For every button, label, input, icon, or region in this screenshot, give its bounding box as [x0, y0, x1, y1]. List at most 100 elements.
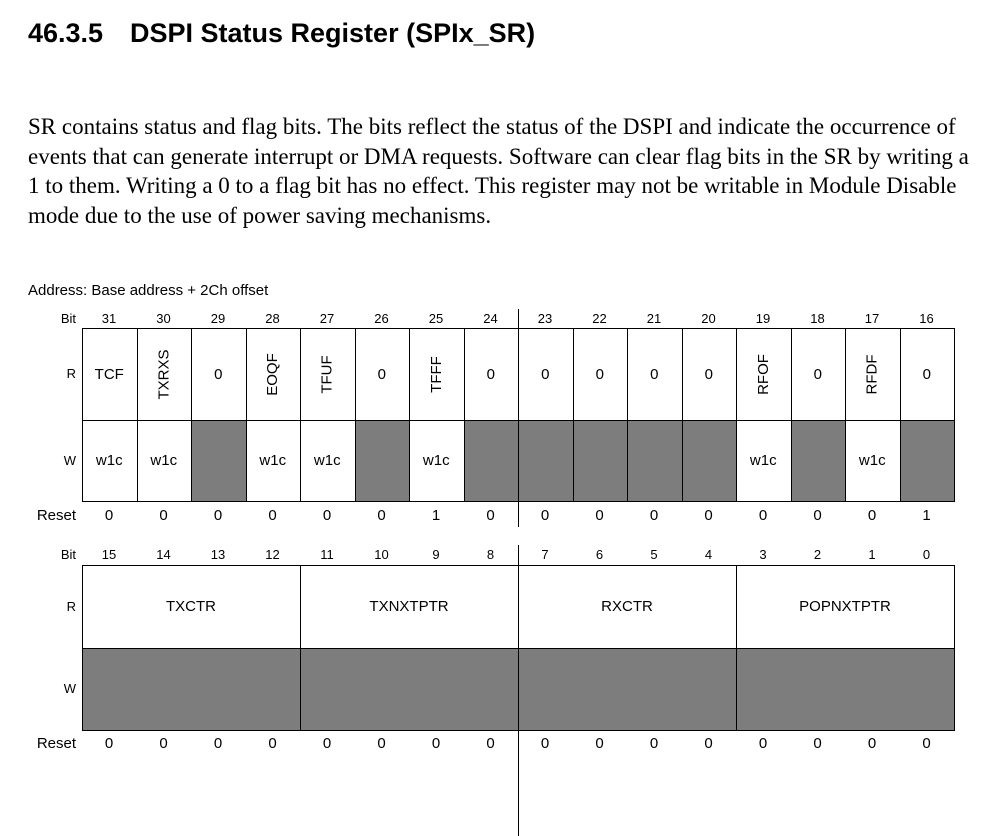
- read-field-label: EOQF: [264, 352, 282, 396]
- read-field-label: RFDF: [863, 354, 881, 394]
- register-column-divider: [82, 565, 83, 731]
- reset-value: 0: [540, 507, 550, 524]
- write-reserved-cell: [354, 420, 409, 501]
- bit-number: 0: [922, 547, 931, 562]
- read-field-cell: RFDF: [845, 328, 900, 420]
- read-field-cell: 0: [627, 328, 682, 420]
- bit-number: 2: [813, 547, 822, 562]
- reset-value: 0: [649, 735, 659, 752]
- read-field-cell: 0: [790, 328, 845, 420]
- bit-number: 15: [101, 547, 117, 562]
- description-paragraph: SR contains status and flag bits. The bi…: [28, 114, 969, 228]
- halfword-divider: [518, 545, 519, 565]
- register-column-divider: [681, 328, 683, 502]
- write-access-label: w1c: [150, 452, 178, 469]
- read-field-label: TCF: [94, 365, 124, 383]
- bit-number: 21: [646, 311, 662, 326]
- reset-value: 0: [322, 507, 332, 524]
- read-field-label: TFFF: [427, 355, 445, 393]
- halfword-divider: [518, 730, 519, 836]
- write-reserved-cell: [899, 420, 954, 501]
- reset-value: 0: [867, 507, 877, 524]
- write-access-label: w1c: [95, 452, 123, 469]
- read-field-cell: POPNXTPTR: [736, 565, 954, 648]
- write-reserved-cell: [82, 648, 300, 730]
- bit-number: 6: [595, 547, 604, 562]
- bit-number: 16: [919, 311, 934, 326]
- reset-value: 0: [758, 507, 768, 524]
- reset-value: 0: [268, 507, 277, 524]
- reset-value: 0: [867, 735, 877, 752]
- read-field-label: 0: [595, 365, 604, 383]
- reset-value: 0: [159, 735, 168, 752]
- bit-number: 4: [704, 547, 713, 562]
- section-heading: 46.3.5 DSPI Status Register (SPIx_SR): [28, 18, 535, 49]
- reset-value: 0: [540, 735, 550, 752]
- bit-number: 24: [483, 311, 498, 326]
- bit-number: 11: [320, 547, 334, 562]
- reset-value: 0: [486, 735, 495, 752]
- reset-value: 0: [704, 735, 713, 752]
- bit-number: 8: [486, 547, 495, 562]
- read-field-cell: 0: [572, 328, 627, 420]
- reset-value: 0: [813, 507, 822, 524]
- write-reserved-cell: [681, 420, 736, 501]
- register-column-divider: [409, 328, 410, 502]
- write-reserved-cell: [463, 420, 518, 501]
- reset-value: 1: [922, 507, 931, 524]
- read-field-label: 0: [704, 365, 713, 383]
- read-field-cell: TFUF: [300, 328, 355, 420]
- bit-row-label: Bit: [60, 547, 76, 562]
- register-column-divider: [627, 328, 628, 502]
- bit-row-label: Bit: [60, 311, 76, 326]
- bit-number: 28: [265, 311, 280, 326]
- read-field-cell: 0: [899, 328, 954, 420]
- read-field-label: 0: [813, 365, 822, 383]
- bit-number: 9: [432, 547, 440, 562]
- reset-value: 0: [104, 507, 114, 524]
- read-field-cell: TFFF: [409, 328, 464, 420]
- write-reserved-cell: [518, 420, 573, 501]
- bit-number: 30: [156, 311, 171, 326]
- register-column-divider: [82, 328, 83, 502]
- read-field-label: 0: [377, 365, 386, 383]
- bit-number: 27: [319, 311, 335, 326]
- read-field-cell: EOQF: [245, 328, 300, 420]
- read-field-cell: TXCTR: [82, 565, 300, 648]
- reset-value: 0: [322, 735, 332, 752]
- write-field-cell: w1c: [245, 420, 300, 501]
- bit-number: 22: [592, 311, 607, 326]
- write-access-label: w1c: [749, 452, 777, 469]
- read-field-cell: TXRXS: [136, 328, 191, 420]
- read-field-label: 0: [922, 365, 931, 383]
- register-column-divider: [572, 328, 574, 502]
- halfword-divider: [518, 309, 519, 527]
- reset-value: 0: [431, 735, 441, 752]
- register-column-divider: [245, 328, 247, 502]
- register-column-divider: [191, 328, 192, 502]
- bit-number: 7: [541, 547, 549, 562]
- write-access-label: w1c: [858, 452, 886, 469]
- read-field-cell: RFOF: [736, 328, 791, 420]
- write-reserved-cell: [736, 648, 954, 730]
- bit-number: 25: [428, 311, 444, 326]
- read-field-label: TFUF: [318, 354, 336, 394]
- read-field-cell: 0: [191, 328, 246, 420]
- bit-number: 3: [759, 547, 767, 562]
- register-column-divider: [136, 328, 138, 502]
- write-field-cell: w1c: [300, 420, 355, 501]
- write-field-cell: w1c: [845, 420, 900, 501]
- reset-value: 0: [813, 735, 822, 752]
- write-reserved-cell: [518, 648, 736, 730]
- write-reserved-cell: [191, 420, 246, 501]
- section-title: DSPI Status Register (SPIx_SR): [130, 18, 536, 48]
- reset-value: 0: [922, 735, 931, 752]
- reset-value: 0: [758, 735, 768, 752]
- section-number: 46.3.5: [28, 18, 104, 48]
- read-field-label: 0: [214, 365, 223, 383]
- bit-number: 18: [810, 311, 825, 326]
- read-field-label: 0: [541, 365, 550, 383]
- write-reserved-cell: [572, 420, 627, 501]
- bit-number: 12: [265, 547, 280, 562]
- read-field-cell: 0: [518, 328, 573, 420]
